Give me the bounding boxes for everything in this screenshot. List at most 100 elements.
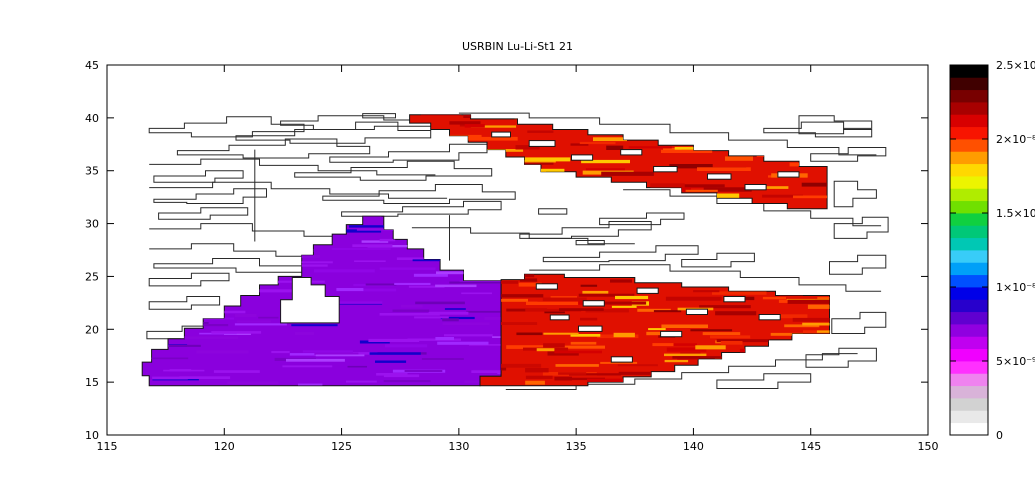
colorbar-band bbox=[950, 287, 988, 300]
colorbar-band bbox=[950, 126, 988, 140]
geometry-void bbox=[571, 154, 594, 161]
x-tick-label: 130 bbox=[448, 440, 469, 453]
geometry-outline bbox=[176, 138, 371, 159]
geometry-outline bbox=[681, 252, 755, 268]
colorbar-tick-label: 2×10⁻⁸ bbox=[996, 133, 1035, 146]
geometry-outline bbox=[362, 113, 396, 119]
colorbar-band bbox=[950, 151, 988, 165]
geometry-void bbox=[723, 296, 746, 303]
geometry-void bbox=[528, 140, 556, 147]
geometry-outline bbox=[149, 243, 319, 257]
geometry-outline bbox=[148, 296, 221, 310]
y-tick-label: 20 bbox=[85, 323, 99, 336]
y-tick-label: 40 bbox=[85, 112, 99, 125]
geometry-outline bbox=[575, 240, 605, 246]
x-tick-label: 120 bbox=[214, 440, 235, 453]
geometry-void bbox=[610, 356, 633, 363]
geometry-outline bbox=[235, 121, 432, 144]
colorbar-band bbox=[950, 324, 988, 337]
colorbar-band bbox=[950, 163, 988, 177]
geometry-outline bbox=[542, 245, 699, 263]
geometry-outline bbox=[153, 258, 307, 273]
geometry-outline bbox=[341, 200, 502, 217]
geometry-void bbox=[744, 184, 767, 191]
geometry-void bbox=[777, 171, 800, 178]
geometry-outline bbox=[599, 212, 685, 226]
geometry-outline bbox=[810, 147, 887, 162]
colorbar-frame bbox=[949, 64, 989, 436]
colorbar-band bbox=[950, 213, 988, 226]
y-tick-label: 15 bbox=[85, 376, 99, 389]
geometry-outline bbox=[149, 158, 436, 176]
geometry-void bbox=[582, 300, 605, 307]
geometry-outline bbox=[149, 181, 448, 199]
colorbar-band bbox=[950, 385, 988, 399]
geometry-outline bbox=[623, 189, 882, 227]
y-tick-label: 25 bbox=[85, 270, 99, 283]
geometry-outline bbox=[763, 121, 873, 138]
colorbar-band bbox=[950, 311, 988, 325]
geometry-outline bbox=[322, 184, 516, 204]
geometry-outline bbox=[458, 112, 877, 156]
geometry-outline bbox=[329, 143, 488, 163]
geometry-void bbox=[685, 308, 709, 316]
geometry-outline bbox=[148, 272, 230, 287]
x-tick-label: 140 bbox=[683, 440, 704, 453]
y-tick-label: 45 bbox=[85, 59, 99, 72]
colorbar-band bbox=[950, 114, 988, 128]
geometry-void bbox=[707, 173, 732, 180]
colorbar-band bbox=[950, 348, 988, 362]
x-tick-label: 150 bbox=[918, 440, 939, 453]
geometry-outline bbox=[529, 264, 882, 292]
colorbar-band bbox=[950, 336, 988, 350]
colorbar-band bbox=[950, 139, 988, 152]
geometry-outline bbox=[833, 216, 889, 239]
colorbar-band bbox=[950, 200, 988, 214]
colorbar-band bbox=[950, 274, 988, 288]
geometry-outline bbox=[294, 160, 493, 181]
colorbar-tick-label: 1.5×10⁻⁸ bbox=[996, 207, 1035, 220]
x-tick-label: 115 bbox=[97, 440, 118, 453]
geometry-outline bbox=[519, 221, 652, 239]
colorbar-band bbox=[950, 225, 988, 239]
geometry-void bbox=[491, 131, 512, 138]
plot-title: USRBIN Lu-Li-St1 21 bbox=[461, 40, 573, 53]
colorbar-band bbox=[950, 89, 988, 103]
geometry-outline bbox=[716, 373, 812, 389]
geometry-outline bbox=[831, 311, 887, 334]
geometry-void bbox=[535, 283, 558, 290]
geometry-outline bbox=[153, 170, 244, 183]
colorbar-tick-label: 2.5×10⁻⁸ bbox=[996, 59, 1035, 72]
geometry-outline bbox=[149, 223, 356, 237]
geometry-outline bbox=[148, 116, 305, 138]
geometry-outline bbox=[805, 347, 877, 368]
colorbar-tick-label: 5×10⁻⁹ bbox=[996, 355, 1035, 368]
colorbar-band bbox=[950, 422, 988, 436]
x-tick-label: 125 bbox=[331, 440, 352, 453]
colorbar-band bbox=[950, 299, 988, 313]
colorbar-band bbox=[950, 262, 988, 276]
colorbar-band bbox=[950, 188, 988, 202]
geometry-void bbox=[620, 149, 643, 156]
geometry-outline bbox=[411, 227, 635, 245]
geometry-outline bbox=[798, 115, 873, 135]
geometry-void bbox=[660, 330, 683, 338]
geometry-outline bbox=[158, 207, 249, 220]
y-tick-label: 30 bbox=[85, 218, 99, 231]
geometry-outline bbox=[153, 188, 267, 204]
colorbar-band bbox=[950, 102, 988, 115]
plot-frame bbox=[106, 64, 929, 436]
x-tick-label: 135 bbox=[566, 440, 587, 453]
geometry-void bbox=[549, 314, 570, 321]
colorbar-band bbox=[950, 373, 988, 387]
colorbar-band bbox=[950, 77, 988, 91]
geometry-outline bbox=[538, 208, 568, 215]
geometry-outline bbox=[829, 254, 887, 275]
y-tick-label: 35 bbox=[85, 165, 99, 178]
geometry-void bbox=[636, 287, 659, 294]
colorbar-band bbox=[950, 176, 988, 189]
colorbar-band bbox=[950, 65, 988, 78]
colorbar-band bbox=[950, 398, 988, 411]
